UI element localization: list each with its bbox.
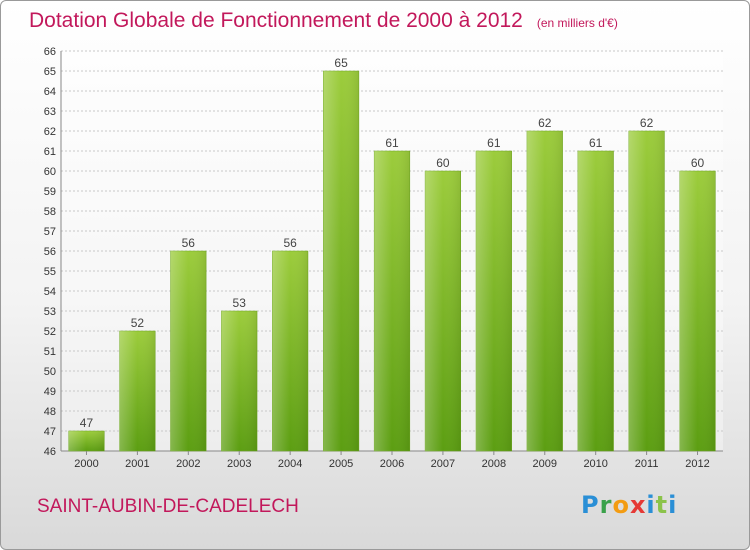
x-tick-label: 2004 xyxy=(278,458,302,470)
x-tick-label: 2007 xyxy=(431,458,455,470)
y-tick-label: 52 xyxy=(44,326,56,338)
y-tick-label: 59 xyxy=(44,186,56,198)
chart-subtitle: (en milliers d'€) xyxy=(536,16,618,30)
bar-shine xyxy=(577,151,614,451)
x-tick-label: 2001 xyxy=(125,458,149,470)
y-tick-label: 50 xyxy=(44,366,56,378)
y-tick-label: 46 xyxy=(44,446,56,458)
bar-shine xyxy=(272,251,308,451)
x-tick-label: 2011 xyxy=(635,458,659,470)
x-tick-label: 2008 xyxy=(482,458,506,470)
bar-shine xyxy=(526,131,563,451)
y-tick-label: 56 xyxy=(44,246,56,258)
bar-shine xyxy=(628,131,665,451)
bar-value-label: 62 xyxy=(640,116,654,130)
bar-shine xyxy=(221,311,258,451)
y-tick-label: 66 xyxy=(44,46,56,58)
x-tick-label: 2002 xyxy=(176,458,200,470)
y-tick-label: 63 xyxy=(44,106,56,118)
bar-value-label: 56 xyxy=(283,236,297,250)
bar-shine xyxy=(68,431,105,451)
y-tick-label: 55 xyxy=(44,266,56,278)
bar-value-label: 62 xyxy=(538,116,552,130)
bar-value-label: 53 xyxy=(233,296,247,310)
y-tick-label: 60 xyxy=(44,166,56,178)
bar-value-label: 65 xyxy=(334,56,348,70)
bar-shine xyxy=(323,71,359,451)
y-tick-label: 47 xyxy=(44,426,56,438)
y-tick-label: 65 xyxy=(44,66,56,78)
y-tick-label: 64 xyxy=(44,86,56,98)
chart-title: Dotation Globale de Fonctionnement de 20… xyxy=(29,9,618,33)
bar-shine xyxy=(374,151,410,451)
y-tick-label: 57 xyxy=(44,226,56,238)
bar-value-label: 61 xyxy=(589,136,603,150)
x-tick-label: 2003 xyxy=(227,458,251,470)
x-tick-label: 2000 xyxy=(74,458,98,470)
y-tick-label: 48 xyxy=(44,406,56,418)
bar-shine xyxy=(119,331,156,451)
bar-value-label: 52 xyxy=(131,316,145,330)
bar-shine xyxy=(170,251,207,451)
bar-value-label: 60 xyxy=(691,156,705,170)
city-name: SAINT-AUBIN-DE-CADELECH xyxy=(37,496,299,517)
x-tick-label: 2009 xyxy=(533,458,557,470)
y-tick-label: 61 xyxy=(44,146,56,158)
y-tick-label: 53 xyxy=(44,306,56,318)
bar-value-label: 47 xyxy=(80,416,94,430)
y-tick-label: 54 xyxy=(44,286,56,298)
y-tick-label: 49 xyxy=(44,386,56,398)
bar-value-label: 56 xyxy=(182,236,196,250)
y-tick-label: 62 xyxy=(44,126,56,138)
y-tick-label: 51 xyxy=(44,346,56,358)
bar-shine xyxy=(679,171,716,451)
bar-value-label: 61 xyxy=(385,136,399,150)
bar-shine xyxy=(476,151,512,451)
x-tick-label: 2012 xyxy=(685,458,709,470)
chart-title-text: Dotation Globale de Fonctionnement de 20… xyxy=(29,9,523,32)
bar-value-label: 60 xyxy=(436,156,450,170)
x-tick-label: 2006 xyxy=(380,458,404,470)
bar-value-label: 61 xyxy=(487,136,501,150)
y-tick-label: 58 xyxy=(44,206,56,218)
x-tick-label: 2010 xyxy=(583,458,607,470)
x-tick-label: 2005 xyxy=(329,458,353,470)
bar-shine xyxy=(425,171,461,451)
proxiti-logo[interactable]: Proxiti xyxy=(581,491,678,519)
